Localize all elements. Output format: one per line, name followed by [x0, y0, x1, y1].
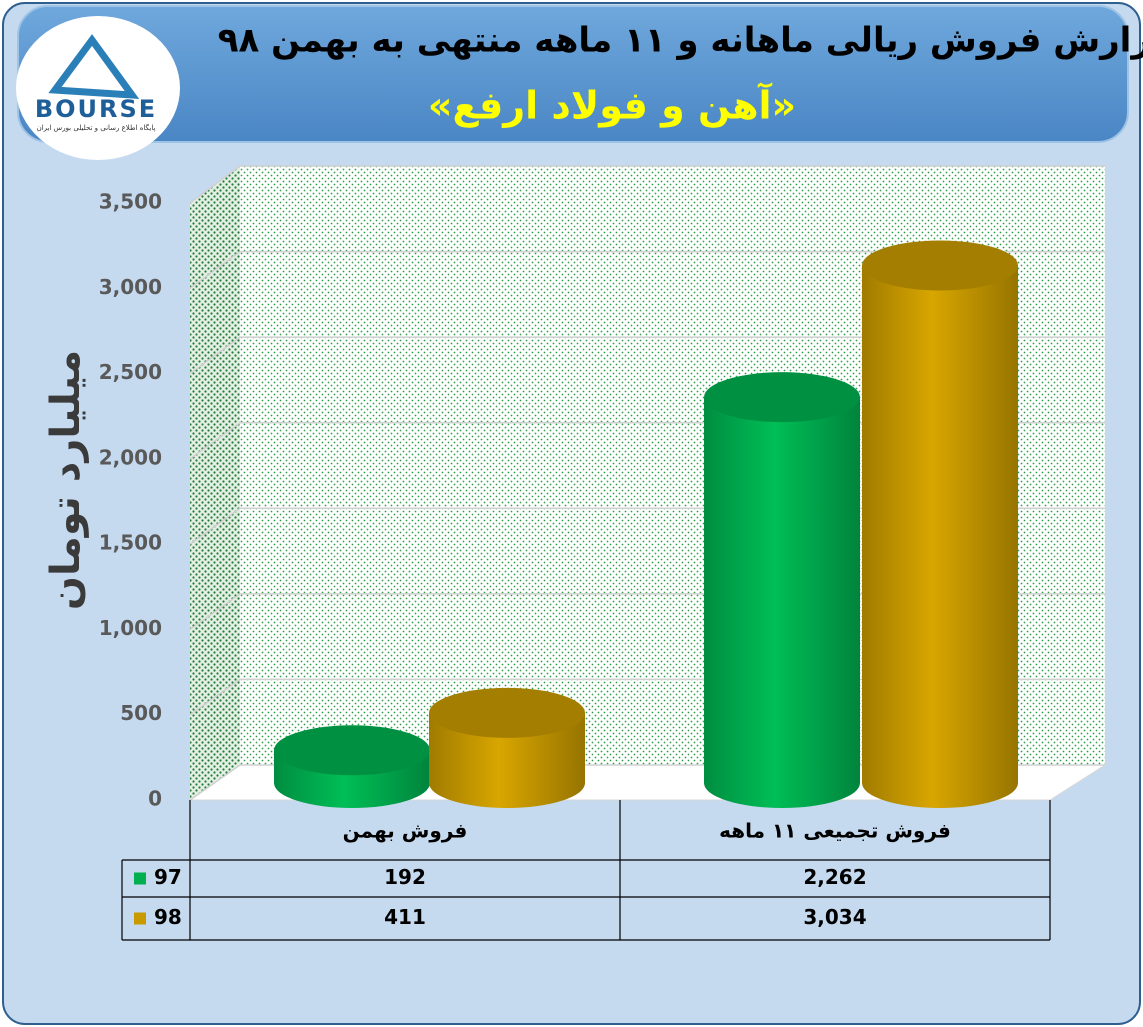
y-tick-label: 2,500	[99, 360, 162, 384]
chart-subtitle: «آهن و فولاد ارفع»	[428, 82, 796, 129]
logo-icon	[48, 34, 140, 99]
bar-body	[862, 265, 1018, 808]
logo-text: BOURSE	[35, 95, 157, 123]
chart-title: گزارش فروش ریالی ماهانه و ۱۱ ماهه منتهی …	[218, 21, 1143, 61]
legend-label: 98	[154, 905, 182, 929]
y-axis-label: میلیارد تومان	[43, 350, 89, 610]
grid-line	[189, 336, 1105, 375]
grid-line	[189, 250, 1105, 289]
bar-body	[704, 397, 860, 808]
x-tick-label: فروش بهمن	[343, 819, 468, 843]
bar-top	[274, 725, 430, 776]
legend-label: 97	[154, 865, 182, 889]
legend-swatch	[134, 912, 146, 925]
bar	[274, 725, 430, 808]
y-tick-label: 0	[148, 787, 162, 811]
bar-top	[862, 240, 1018, 291]
data-label: 3,034	[803, 905, 866, 929]
y-tick-label: 500	[120, 701, 162, 725]
side-wall	[190, 166, 240, 800]
grid-line	[189, 165, 1105, 204]
legend-swatch	[134, 872, 146, 885]
logo-caption: پایگاه اطلاع رسانی و تحلیلی بورس ایران	[37, 123, 156, 132]
bar-top	[704, 372, 860, 423]
y-tick-label: 2,000	[99, 445, 162, 469]
data-label: 411	[384, 905, 426, 929]
y-tick-label: 3,000	[99, 275, 162, 299]
bar-top	[429, 687, 585, 738]
y-tick-label: 3,500	[99, 190, 162, 214]
data-label: 2,262	[803, 865, 866, 889]
logo-badge	[16, 16, 180, 160]
bar	[862, 240, 1018, 808]
bars	[274, 240, 1018, 808]
x-tick-label: فروش تجمیعی ۱۱ ماهه	[719, 819, 951, 843]
bar	[704, 372, 860, 808]
data-table: فروش بهمن فروش تجمیعی ۱۱ ماهه 97 192 2,262 98…	[121, 800, 1051, 941]
y-tick-label: 1,500	[99, 531, 162, 555]
data-label: 192	[384, 865, 426, 889]
bar-body	[429, 712, 585, 808]
y-tick-label: 1,000	[99, 616, 162, 640]
bar	[429, 687, 585, 808]
